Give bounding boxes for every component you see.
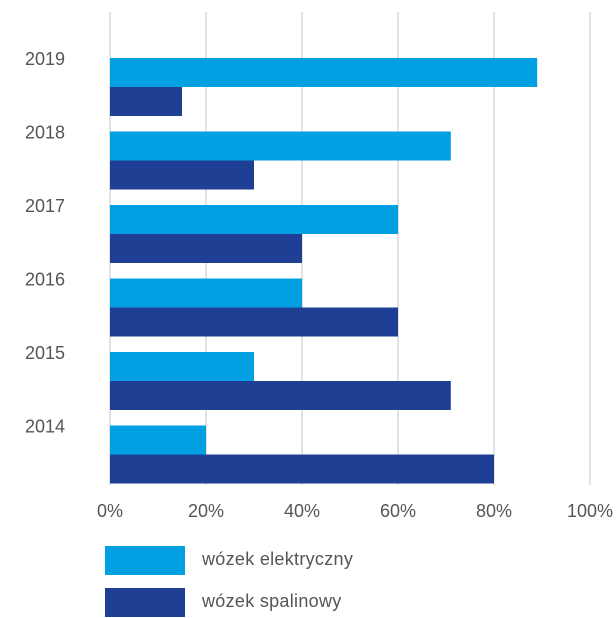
- bar-electric: [110, 205, 398, 234]
- x-tick-label: 60%: [380, 501, 416, 521]
- bar-combustion: [110, 160, 254, 190]
- bar-combustion: [110, 381, 451, 410]
- y-category-label: 2015: [25, 343, 65, 363]
- y-category-label: 2018: [25, 123, 65, 143]
- bar-electric: [110, 425, 206, 455]
- x-tick-label: 40%: [284, 501, 320, 521]
- y-category-label: 2014: [25, 417, 65, 437]
- bar-chart-svg: 0% 20% 40% 60% 80% 100% 2019 2018 2017 2016 2015 20…: [25, 12, 613, 521]
- bar-combustion: [110, 307, 398, 337]
- legend-label-combustion: wózek spalinowy: [202, 591, 342, 611]
- x-tick-label: 20%: [188, 501, 224, 521]
- bar-electric: [110, 278, 302, 308]
- bar-electric: [110, 352, 254, 381]
- bar-combustion: [110, 87, 182, 116]
- y-category-label: 2016: [25, 270, 65, 290]
- y-category-label: 2019: [25, 49, 65, 69]
- legend-label-electric: wózek elektryczny: [202, 549, 354, 569]
- legend-swatch-electric: [105, 546, 185, 575]
- legend-item-combustion: wózek spalinowy: [105, 588, 585, 618]
- legend-item-electric: wózek elektryczny: [105, 546, 585, 576]
- legend-swatch-combustion: [105, 588, 185, 617]
- y-category-label: 2017: [25, 196, 65, 216]
- x-tick-label: 0%: [97, 501, 123, 521]
- bar-combustion: [110, 454, 494, 484]
- bar-electric: [110, 58, 538, 87]
- x-tick-label: 80%: [476, 501, 512, 521]
- bar-combustion: [110, 234, 302, 263]
- bar-electric: [110, 131, 451, 161]
- x-tick-label: 100%: [567, 501, 613, 521]
